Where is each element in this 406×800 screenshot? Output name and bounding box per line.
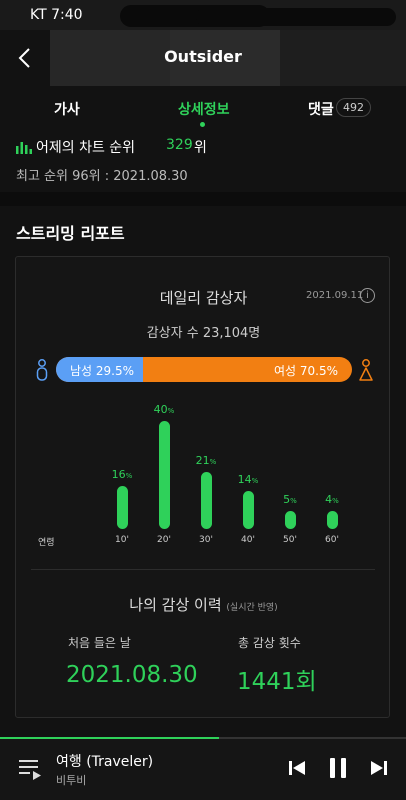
card-divider (31, 569, 375, 570)
my-history-subtitle: (실시간 반영) (226, 603, 278, 613)
my-history-heading: 나의 감상 이력 (129, 596, 222, 614)
first-listen-label: 처음 들은 날 (68, 636, 131, 650)
age-bar-value: 40% (153, 403, 175, 416)
mini-player[interactable]: 여행 (Traveler) 비투비 (0, 739, 406, 800)
status-time: KT 7:40 (30, 7, 83, 23)
age-distribution-chart: 연령 16% 10' 40% 20' 21% 30' 14% 40' 5% 50' 4% 60' (38, 395, 368, 555)
female-ratio-label: 여성 70.5% (273, 364, 338, 378)
playlist-icon[interactable] (18, 758, 42, 780)
next-track-icon[interactable] (370, 759, 388, 777)
status-bar: KT 7:40 (0, 0, 406, 30)
age-bar-value: 5% (283, 493, 297, 506)
age-tick-label: 30' (199, 535, 213, 545)
page-title: Outsider (164, 47, 242, 66)
comment-count-badge: 492 (336, 98, 371, 117)
tab-details[interactable]: 상세정보 (178, 102, 230, 118)
info-icon[interactable]: i (360, 288, 375, 303)
age-bar (242, 491, 254, 529)
chart-bars-icon (16, 142, 32, 154)
streaming-report-card: 데일리 감상자 2021.09.11 i 감상자 수 23,104명 남성 29… (15, 256, 390, 718)
total-plays-label: 총 감상 횟수 (238, 636, 301, 650)
age-bar (326, 511, 338, 529)
age-tick-label: 40' (241, 535, 255, 545)
chart-rank-value: 329 (166, 137, 193, 153)
male-ratio-label: 남성 29.5% (70, 364, 135, 378)
chart-rank-unit: 위 (194, 140, 207, 156)
age-bar (284, 511, 296, 529)
status-icons-area (196, 8, 396, 26)
age-axis-label: 연령 (38, 538, 55, 548)
section-divider (0, 192, 406, 206)
male-ratio-fill (56, 357, 144, 382)
best-rank: 최고 순위 96위 : 2021.08.30 (16, 169, 188, 184)
chart-rank-label: 어제의 차트 순위 (36, 140, 136, 156)
playback-progress[interactable] (0, 737, 406, 739)
header: Outsider (0, 30, 406, 86)
header-art-dark (280, 30, 406, 86)
first-listen-value: 2021.08.30 (66, 662, 198, 688)
age-bar-value: 4% (325, 493, 339, 506)
age-bar (200, 472, 212, 529)
header-art (50, 30, 170, 86)
track-artist[interactable]: 비투비 (56, 774, 87, 787)
daily-date: 2021.09.11 (306, 290, 364, 301)
male-icon (36, 359, 48, 381)
total-plays-value: 1441회 (237, 669, 317, 695)
age-bar (116, 485, 128, 529)
gender-ratio-bar: 남성 29.5% 여성 70.5% (56, 357, 352, 382)
active-tab-indicator (200, 122, 205, 127)
female-icon (359, 359, 373, 381)
tab-lyrics[interactable]: 가사 (54, 102, 80, 118)
age-bar-value: 21% (195, 454, 217, 468)
previous-track-icon[interactable] (288, 759, 306, 777)
age-tick-label: 50' (283, 535, 297, 545)
listener-count: 감상자 수 23,104명 (146, 326, 261, 341)
playback-progress-fill (0, 737, 220, 739)
pause-icon[interactable] (328, 757, 348, 779)
header-overlay (0, 30, 406, 86)
header-art-light (170, 30, 280, 86)
daily-listeners-title: 데일리 감상자 (159, 289, 248, 307)
age-tick-label: 60' (325, 535, 339, 545)
back-icon[interactable] (12, 45, 38, 71)
tab-comments[interactable]: 댓글 (308, 102, 334, 118)
age-tick-label: 10' (115, 535, 129, 545)
age-tick-label: 20' (157, 535, 171, 545)
age-bar-value: 14% (237, 473, 259, 487)
age-bar (158, 421, 170, 529)
track-title[interactable]: 여행 (Traveler) (56, 754, 154, 770)
age-bar-value: 16% (111, 467, 133, 481)
streaming-report-title: 스트리밍 리포트 (16, 224, 125, 243)
my-history-title: 나의 감상 이력 (실시간 반영) (16, 594, 391, 615)
tab-bar: 가사 상세정보 댓글 492 (0, 86, 406, 130)
